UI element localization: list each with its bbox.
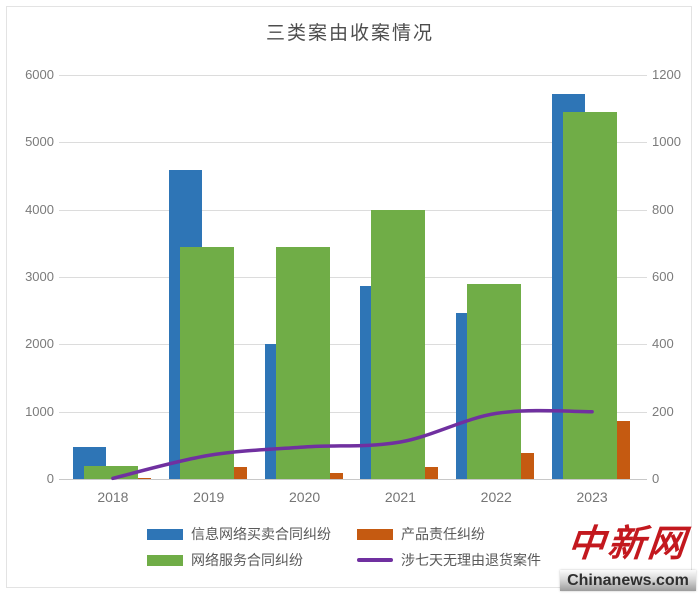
left-axis-tick-label: 6000 [25, 67, 54, 82]
legend-label: 网络服务合同纠纷 [191, 552, 303, 568]
bar-产品责任纠纷-2021 [425, 466, 439, 479]
right-axis-tick-label: 800 [652, 201, 674, 217]
legend-item-产品责任纠纷: 产品责任纠纷 [357, 526, 485, 542]
x-axis-label-2020: 2020 [289, 489, 321, 505]
chinanews-logo: 中新网 [565, 521, 691, 565]
legend-color-swatch [147, 554, 183, 566]
chart-title: 三类案由收案情况 [265, 23, 434, 44]
bar-网络服务合同纠纷-2023 [563, 112, 618, 479]
bar-产品责任纠纷-2022 [521, 453, 535, 479]
x-axis-label-2023: 2023 [576, 489, 608, 505]
left-axis-tick-label: 4000 [25, 201, 54, 217]
left-axis-tick-label: 5000 [25, 134, 54, 150]
left-axis-tick-label: 3000 [25, 269, 54, 284]
legend-item-信息网络买卖合同纠纷: 信息网络买卖合同纠纷 [147, 526, 331, 542]
legend-color-swatch [147, 528, 183, 540]
x-axis-label-2018: 2018 [97, 489, 129, 505]
x-axis-label-2022: 2022 [480, 489, 512, 505]
right-axis-tick-label: 1000 [652, 134, 681, 150]
bar-产品责任纠纷-2018 [137, 477, 151, 479]
bar-产品责任纠纷-2019 [233, 466, 247, 479]
gridline [59, 75, 647, 76]
chinanews-url-banner: Chinanews.com [560, 570, 696, 591]
legend-label: 涉七天无理由退货案件 [401, 552, 541, 568]
bar-网络服务合同纠纷-2021 [371, 209, 426, 479]
right-axis-tick-label: 1200 [652, 67, 681, 82]
legend-line-swatch [357, 558, 393, 562]
bar-产品责任纠纷-2020 [329, 472, 343, 479]
bar-网络服务合同纠纷-2019 [179, 246, 234, 479]
left-axis-tick-label: 2000 [25, 336, 54, 352]
gridline [59, 209, 647, 211]
right-axis-tick-label: 200 [652, 403, 674, 419]
legend-label: 产品责任纠纷 [401, 526, 485, 542]
gridline [59, 344, 647, 346]
legend-color-swatch [357, 528, 393, 540]
left-axis-tick-label: 0 [46, 471, 54, 486]
bar-网络服务合同纠纷-2018 [83, 465, 138, 479]
right-axis-tick-label: 600 [652, 269, 674, 284]
bar-产品责任纠纷-2023 [617, 421, 631, 479]
bar-网络服务合同纠纷-2022 [467, 283, 522, 479]
legend-item-网络服务合同纠纷: 网络服务合同纠纷 [147, 552, 303, 568]
gridline [59, 277, 647, 278]
x-axis-label-2021: 2021 [384, 489, 416, 505]
right-axis-tick-label: 400 [652, 336, 674, 352]
x-axis-label-2019: 2019 [193, 489, 225, 505]
legend-item-涉七天无理由退货案件: 涉七天无理由退货案件 [357, 552, 541, 568]
legend-label: 信息网络买卖合同纠纷 [191, 526, 331, 542]
left-axis-tick-label: 1000 [25, 403, 54, 419]
gridline [59, 142, 647, 144]
watermark: 中新网 Chinanews.com [558, 515, 698, 595]
gridline [59, 479, 647, 480]
bar-网络服务合同纠纷-2020 [275, 246, 330, 479]
right-axis-tick-label: 0 [652, 471, 660, 486]
